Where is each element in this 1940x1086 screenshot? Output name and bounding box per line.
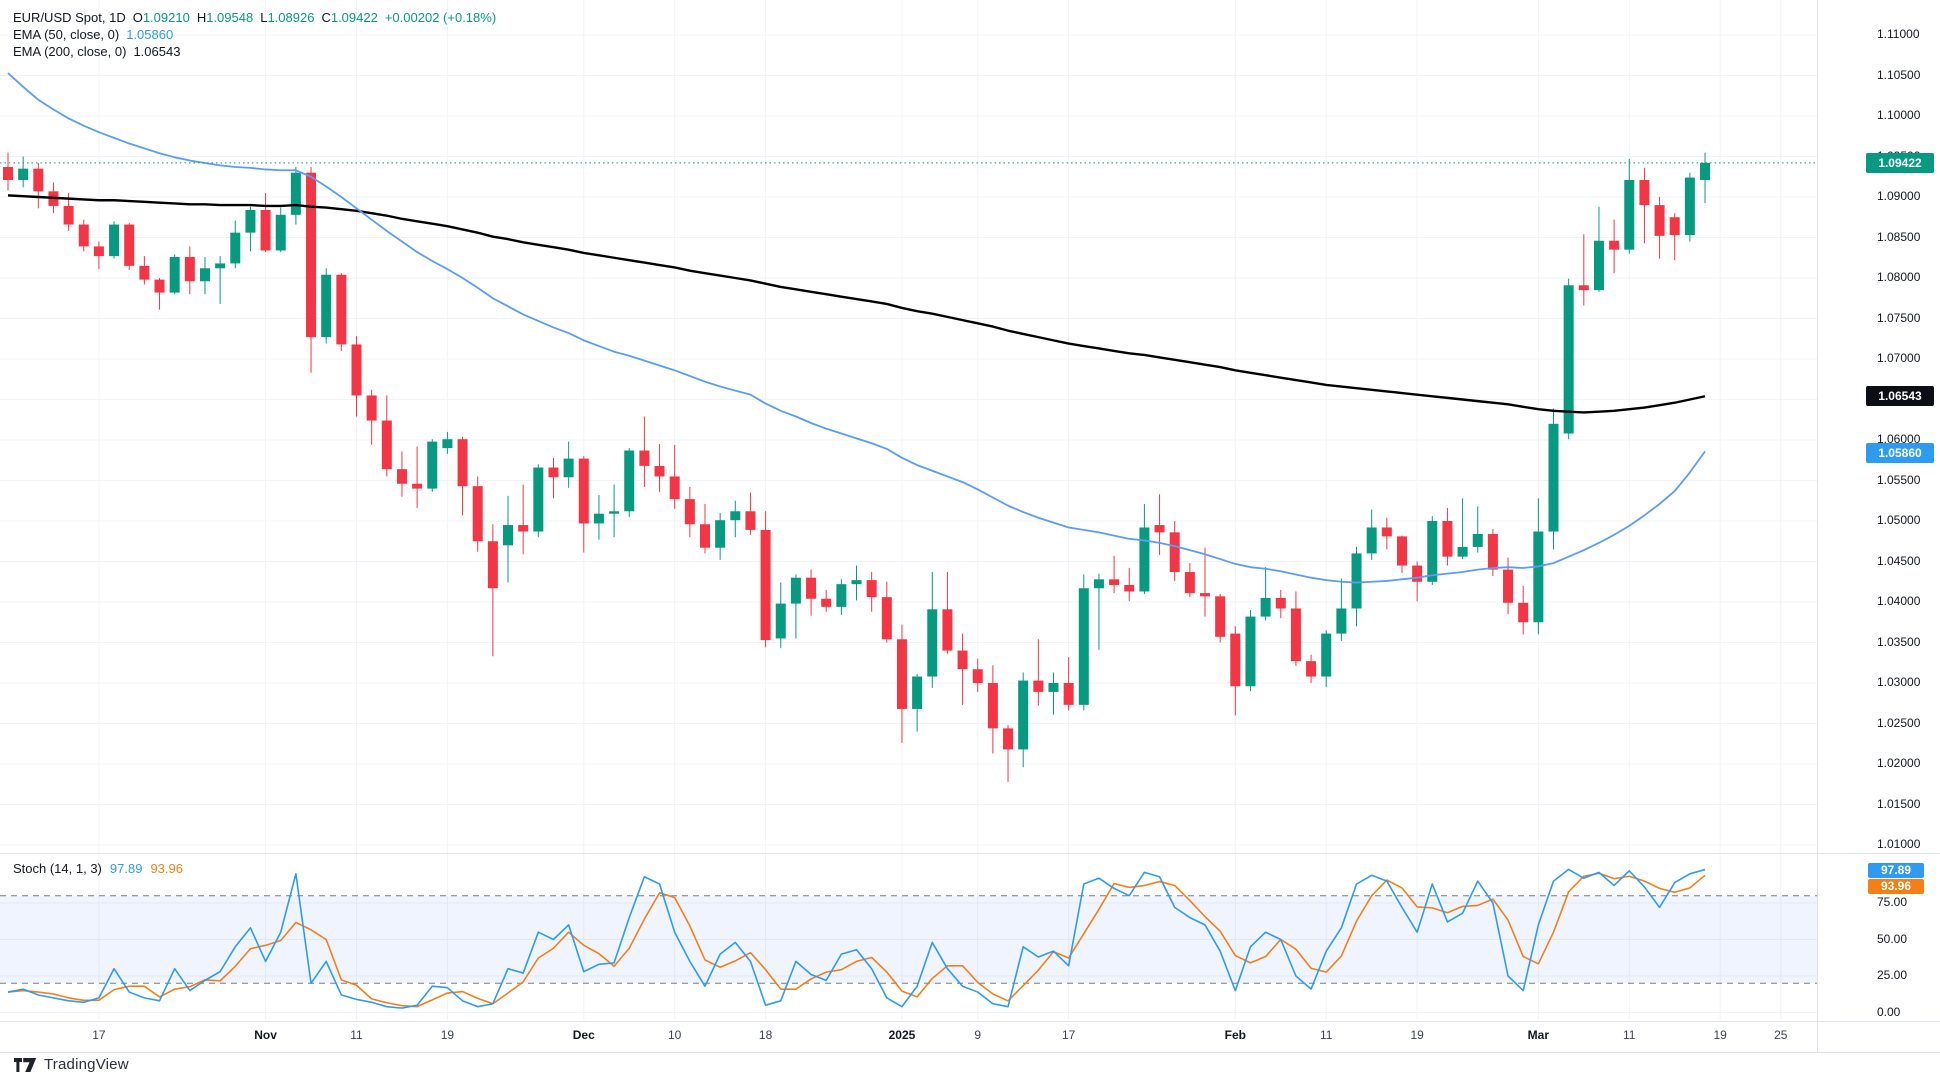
ema50-legend-row[interactable]: EMA (50, close, 0) 1.05860 <box>13 26 496 43</box>
time-axis-label: Dec <box>572 1028 595 1042</box>
time-axis-label: 18 <box>758 1028 773 1042</box>
candles-layer <box>3 152 1711 782</box>
pane-separator[interactable] <box>0 853 1940 854</box>
stoch-name: Stoch (14, 1, 3) <box>13 861 102 876</box>
price-axis-label: 1.10000 <box>1877 108 1921 122</box>
price-axis-label: 1.01500 <box>1877 796 1921 811</box>
price-axis-label: 1.03500 <box>1877 634 1921 649</box>
price-axis-label: 1.04000 <box>1877 594 1921 608</box>
price-axis-label: 1.08000 <box>1877 270 1921 284</box>
stoch-d-axis-label: 93.96 <box>1868 879 1924 894</box>
ema200-line <box>7 194 1706 414</box>
price-axis-label: 1.11000 <box>1877 27 1920 41</box>
time-axis-label: 2025 <box>888 1028 916 1042</box>
main-legend: EUR/USD Spot, 1D O1.09210 H1.09548 L1.08… <box>13 9 496 60</box>
price-axis-label: 1.04500 <box>1877 553 1921 568</box>
chart-canvas[interactable] <box>0 0 1940 1052</box>
stoch-axis-label: 0.00 <box>1877 1004 1901 1019</box>
time-axis-label: Feb <box>1224 1028 1246 1042</box>
time-axis-label: 17 <box>92 1028 106 1042</box>
price-axis-label: 1.08500 <box>1877 229 1921 244</box>
time-axis-label: 10 <box>668 1028 682 1042</box>
stoch-axis-label: 50.00 <box>1877 931 1908 946</box>
tradingview-logo-icon <box>14 1057 37 1072</box>
price-axis-label: 1.05500 <box>1877 472 1921 487</box>
ema200-name: EMA (200, close, 0) <box>13 44 127 59</box>
price-axis-label: 1.09000 <box>1877 189 1921 203</box>
stoch-d-line <box>7 872 1706 1008</box>
tradingview-logo-text: TradingView <box>44 1056 129 1073</box>
change-value: +0.00202 (+0.18%) <box>384 10 497 25</box>
time-axis-label: Mar <box>1527 1028 1550 1042</box>
stoch-axis-label: 25.00 <box>1877 968 1908 982</box>
price-axis-label: 1.03000 <box>1877 675 1921 689</box>
time-axis-label: 19 <box>440 1028 455 1042</box>
time-axis-label: 9 <box>974 1028 982 1042</box>
tradingview-logo[interactable]: TradingView <box>14 1056 129 1073</box>
ema200-price-label: 1.06543 <box>1866 386 1934 406</box>
ema200-value: 1.06543 <box>133 44 181 59</box>
chart-svg <box>0 0 1817 1020</box>
price-axis-label: 1.02000 <box>1877 756 1921 770</box>
ema200-legend-row[interactable]: EMA (200, close, 0) 1.06543 <box>13 43 496 60</box>
ema50-name: EMA (50, close, 0) <box>13 27 120 42</box>
time-axis-label: 11 <box>1623 1028 1636 1042</box>
stoch-legend-row[interactable]: Stoch (14, 1, 3) 97.89 93.96 <box>13 861 183 876</box>
time-axis-label: Nov <box>254 1028 277 1042</box>
ohlc-low: L1.08926 <box>260 10 315 25</box>
time-axis-label: 11 <box>1319 1028 1333 1042</box>
symbol-title: EUR/USD Spot, 1D <box>13 10 126 25</box>
price-axis-border <box>1817 0 1818 1052</box>
ohlc-close: C1.09422 <box>321 10 378 25</box>
price-axis-label: 1.06000 <box>1877 432 1921 446</box>
time-axis-label: 25 <box>1774 1028 1788 1042</box>
stoch-k-axis-label: 97.89 <box>1868 863 1924 878</box>
stoch-d-value: 93.96 <box>150 861 183 876</box>
ema50-line <box>7 72 1706 584</box>
price-axis-label: 1.01000 <box>1877 837 1921 851</box>
price-axis-label: 1.10500 <box>1877 67 1921 82</box>
stoch-k-line <box>7 868 1706 1009</box>
stoch-band <box>0 895 1817 984</box>
stoch-axis-label: 75.00 <box>1877 895 1908 909</box>
chart-bottom-border <box>0 1052 1940 1053</box>
ohlc-high: H1.09548 <box>196 10 254 25</box>
last-price-label: 1.09422 <box>1866 153 1934 173</box>
stoch-k-value: 97.89 <box>109 861 143 876</box>
time-axis-label: 17 <box>1061 1028 1076 1042</box>
price-axis-label: 1.02500 <box>1877 715 1921 730</box>
grid-layer <box>0 0 1817 1020</box>
ohlc-open: O1.09210 <box>132 10 190 25</box>
price-axis-label: 1.07000 <box>1877 351 1921 365</box>
time-axis-label: 19 <box>1713 1028 1727 1042</box>
symbol-legend-row[interactable]: EUR/USD Spot, 1D O1.09210 H1.09548 L1.08… <box>13 9 496 26</box>
ema50-price-label: 1.05860 <box>1866 443 1934 463</box>
time-axis-border <box>0 1021 1940 1022</box>
ema50-value: 1.05860 <box>126 27 174 42</box>
time-axis-label: 11 <box>350 1028 363 1042</box>
price-axis-label: 1.07500 <box>1877 310 1921 325</box>
price-axis-label: 1.05000 <box>1877 513 1921 527</box>
time-axis-label: 19 <box>1410 1028 1424 1042</box>
